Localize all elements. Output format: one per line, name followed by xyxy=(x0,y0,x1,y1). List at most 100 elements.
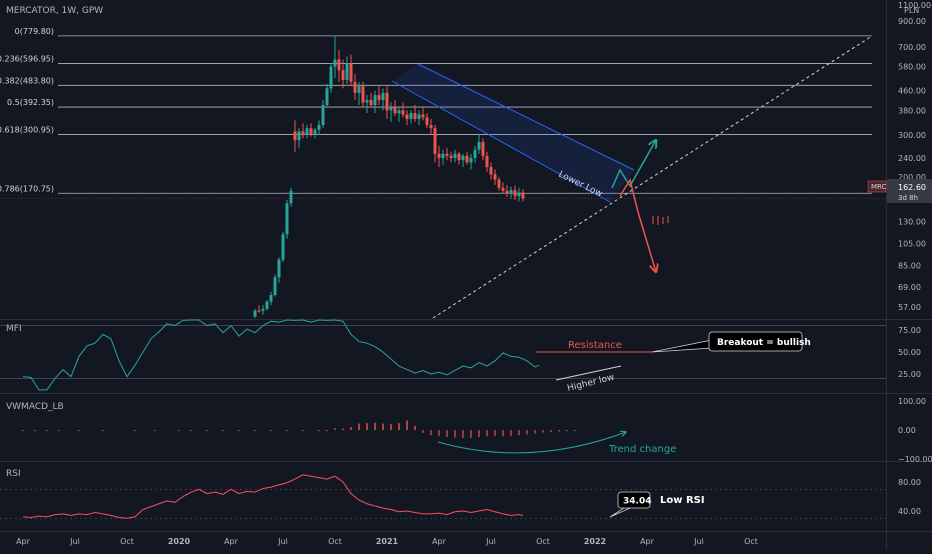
breakout-callout-text: Breakout = bullish xyxy=(717,338,811,348)
vwmacd-bar xyxy=(78,430,80,431)
price-tick-label: 380.00 xyxy=(898,106,926,115)
fibonacci-levels: 0(779.80) 0.236(596.95) 0.382(483.80) 0.5(3… xyxy=(0,27,886,199)
time-tick-label: Jul xyxy=(693,537,704,546)
candle-body xyxy=(413,113,417,119)
fib-label: 0(779.80) xyxy=(15,27,54,36)
vwmacd-bar xyxy=(22,430,24,431)
vwmacd-bar xyxy=(46,430,48,431)
vwmacd-bar xyxy=(446,430,448,437)
vwmacd-bar xyxy=(414,425,416,430)
candle-body xyxy=(465,155,469,163)
time-tick-label: Oct xyxy=(744,537,758,546)
low-rsi-label: Low RSI xyxy=(660,495,705,506)
rsi-line xyxy=(22,474,524,519)
candle-body xyxy=(313,129,317,135)
vwmacd-bar xyxy=(398,423,400,430)
fib-label: 0.618(300.95) xyxy=(0,126,54,135)
price-tick-label: 85.00 xyxy=(898,262,921,271)
candle-body xyxy=(377,95,381,100)
vwmacd-bar xyxy=(318,430,320,432)
candle-body xyxy=(365,99,369,103)
candle-body xyxy=(421,114,425,118)
price-tick-label: 57.00 xyxy=(898,303,921,312)
price-tick-label: 69.00 xyxy=(898,283,921,292)
candle-body xyxy=(349,63,353,82)
vwmacd-bar xyxy=(134,430,136,431)
mfi-resistance-label: Resistance xyxy=(568,340,622,351)
price-tick-label: 300.00 xyxy=(898,131,926,140)
rsi-value-text: 34.04 xyxy=(623,497,651,507)
candle-body xyxy=(373,95,377,106)
candle-body xyxy=(497,179,501,188)
candle-body xyxy=(417,114,421,119)
price-tick-label: 105.00 xyxy=(898,240,926,249)
candle-body xyxy=(309,128,313,135)
vwmacd-title: VWMACD_LB xyxy=(6,402,64,412)
candle-body xyxy=(433,128,437,154)
vwmacd-bar xyxy=(422,430,424,433)
vwmacd-bar xyxy=(178,430,180,431)
candle-body xyxy=(477,142,481,150)
vwmacd-bar xyxy=(518,430,520,436)
mfi-tick-label: 50.00 xyxy=(898,348,921,357)
bearish-arrow xyxy=(619,178,656,272)
candle-body xyxy=(293,131,297,141)
candle-body xyxy=(445,153,449,156)
candle-body xyxy=(461,155,465,161)
vwmacd-bar xyxy=(542,430,544,433)
candle-body xyxy=(489,167,493,175)
channel-upper-line xyxy=(417,63,635,171)
breakout-callout: Breakout = bullish xyxy=(708,331,811,352)
vwmacd-bar xyxy=(342,428,344,430)
trendline-dashed xyxy=(432,35,873,319)
time-tick-label: Oct xyxy=(328,537,342,546)
vwmacd-bar xyxy=(406,420,408,430)
rsi-tick-label: 80.00 xyxy=(898,478,921,487)
price-tick-label: 460.00 xyxy=(898,87,926,96)
vwmacd-bar xyxy=(438,430,440,436)
candle-body xyxy=(257,310,261,312)
mfi-panel: 75.00 50.00 25.00 xyxy=(0,319,921,391)
vwmacd-panel: 100.00 0.00 −100.00 xyxy=(22,397,932,464)
mfi-title: MFI xyxy=(6,324,22,334)
candle-body xyxy=(501,187,505,191)
candle-body xyxy=(297,131,301,141)
price-tick-label: 700.00 xyxy=(898,43,926,52)
candle-body xyxy=(305,128,309,135)
candle-body xyxy=(353,81,357,93)
rsi-value-box: 34.04 xyxy=(617,491,651,509)
ticker-tag: MRC xyxy=(867,180,887,193)
candle-body xyxy=(453,153,457,158)
price-tick-label: 130.00 xyxy=(898,218,926,227)
candle-body xyxy=(385,92,389,111)
vwmacd-bar xyxy=(382,423,384,430)
time-tick-label: Jul xyxy=(277,537,288,546)
fib-label: 0.786(170.75) xyxy=(0,184,54,193)
mfi-tick-label: 75.00 xyxy=(898,326,921,335)
currency-label: PLN xyxy=(904,6,919,15)
vwmacd-bar xyxy=(286,430,288,431)
time-tick-label: Apr xyxy=(432,537,447,546)
candle-body xyxy=(457,153,461,161)
candle-body xyxy=(321,105,325,125)
vwmacd-tick-label: −100.00 xyxy=(898,455,932,464)
chart-title: MERCATOR, 1W, GPW xyxy=(6,6,103,16)
candle-body xyxy=(345,63,349,80)
vwmacd-bar xyxy=(102,430,104,431)
candle-body xyxy=(437,153,441,158)
projected-candles xyxy=(652,216,669,225)
time-tick-label: Oct xyxy=(536,537,550,546)
rsi-tick-label: 40.00 xyxy=(898,507,921,516)
vwmacd-bar xyxy=(390,424,392,430)
time-tick-label: 2021 xyxy=(376,537,399,546)
time-tick-label: Oct xyxy=(120,537,134,546)
candle-body xyxy=(265,301,269,309)
vwmacd-bar xyxy=(238,430,240,431)
vwmacd-tick-label: 100.00 xyxy=(898,397,926,406)
vwmacd-bar xyxy=(550,430,552,433)
trend-change-arc xyxy=(437,432,626,454)
price-tick-label: 900.00 xyxy=(898,17,926,26)
price-tick-label: 240.00 xyxy=(898,154,926,163)
vwmacd-bar xyxy=(58,430,60,431)
